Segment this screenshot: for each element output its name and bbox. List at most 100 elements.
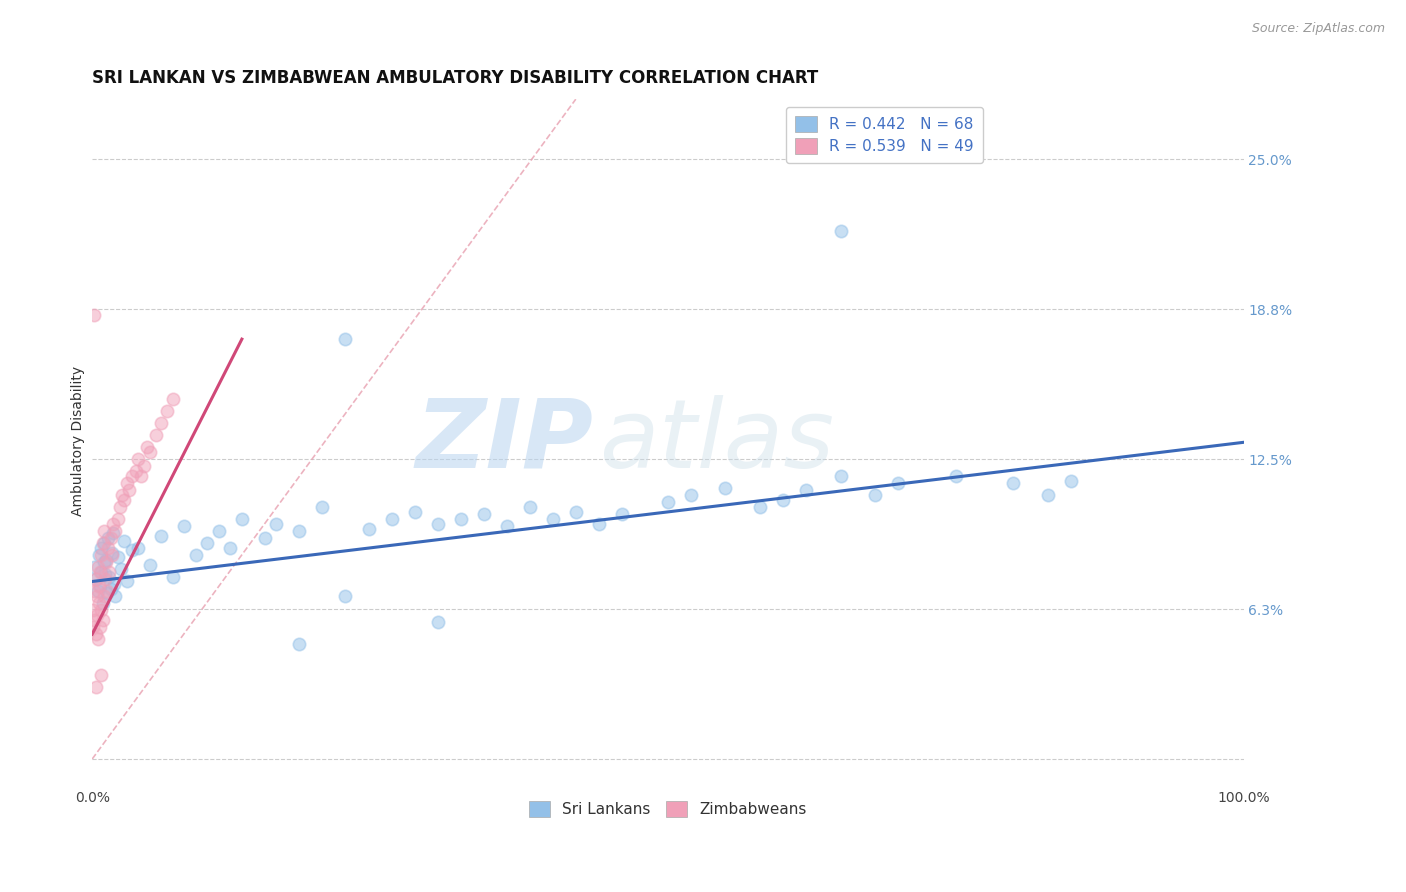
Text: ZIP: ZIP <box>415 394 593 488</box>
Point <box>1060 474 1083 488</box>
Point <box>195 536 218 550</box>
Point <box>565 505 588 519</box>
Point <box>139 445 162 459</box>
Point <box>87 596 110 610</box>
Point <box>830 224 852 238</box>
Point <box>100 546 122 560</box>
Point <box>94 567 117 582</box>
Point <box>127 541 149 555</box>
Point <box>450 512 472 526</box>
Point <box>100 531 122 545</box>
Point <box>90 668 112 682</box>
Point <box>84 627 107 641</box>
Point <box>84 572 107 586</box>
Point <box>118 483 141 498</box>
Point <box>288 524 311 538</box>
Point <box>104 589 127 603</box>
Point <box>794 483 817 498</box>
Point <box>93 555 115 569</box>
Point <box>380 512 402 526</box>
Text: atlas: atlas <box>599 394 834 488</box>
Point <box>107 550 129 565</box>
Point <box>610 508 633 522</box>
Point <box>83 308 105 322</box>
Point <box>87 579 110 593</box>
Point <box>100 582 122 596</box>
Point <box>91 596 114 610</box>
Point <box>108 500 131 514</box>
Point <box>86 589 108 603</box>
Point <box>162 570 184 584</box>
Point <box>121 543 143 558</box>
Point <box>162 392 184 406</box>
Point <box>404 505 426 519</box>
Point <box>115 476 138 491</box>
Point <box>82 620 104 634</box>
Point <box>115 574 138 589</box>
Point <box>96 584 118 599</box>
Point <box>231 512 253 526</box>
Text: Source: ZipAtlas.com: Source: ZipAtlas.com <box>1251 22 1385 36</box>
Point <box>541 512 564 526</box>
Point <box>98 570 121 584</box>
Point <box>219 541 242 555</box>
Point <box>89 620 111 634</box>
Point <box>495 519 517 533</box>
Point <box>125 464 148 478</box>
Point <box>266 516 288 531</box>
Point <box>87 632 110 646</box>
Point <box>87 560 110 574</box>
Point <box>121 469 143 483</box>
Point <box>657 495 679 509</box>
Point <box>83 560 105 574</box>
Point <box>110 562 132 576</box>
Point <box>90 603 112 617</box>
Point <box>89 579 111 593</box>
Point <box>127 452 149 467</box>
Point <box>136 440 159 454</box>
Point <box>1002 476 1025 491</box>
Point <box>519 500 541 514</box>
Point <box>101 516 124 531</box>
Point <box>91 536 114 550</box>
Point <box>86 608 108 623</box>
Point <box>111 488 134 502</box>
Point <box>103 577 125 591</box>
Point <box>98 565 121 579</box>
Point <box>150 416 173 430</box>
Point <box>91 613 114 627</box>
Point <box>253 531 276 545</box>
Point <box>94 572 117 586</box>
Point <box>184 548 207 562</box>
Point <box>83 584 105 599</box>
Point <box>112 492 135 507</box>
Point <box>772 492 794 507</box>
Point <box>945 469 967 483</box>
Point <box>426 615 449 630</box>
Point <box>84 680 107 694</box>
Point <box>93 536 115 550</box>
Text: SRI LANKAN VS ZIMBABWEAN AMBULATORY DISABILITY CORRELATION CHART: SRI LANKAN VS ZIMBABWEAN AMBULATORY DISA… <box>93 69 818 87</box>
Point <box>426 516 449 531</box>
Point <box>311 500 333 514</box>
Point <box>84 572 107 586</box>
Point <box>90 548 112 562</box>
Legend: Sri Lankans, Zimbabweans: Sri Lankans, Zimbabweans <box>523 795 813 823</box>
Point <box>90 541 112 555</box>
Point <box>112 533 135 548</box>
Point <box>139 558 162 572</box>
Point <box>82 603 104 617</box>
Point <box>749 500 772 514</box>
Point <box>83 613 105 627</box>
Point <box>335 332 357 346</box>
Point <box>150 529 173 543</box>
Point <box>714 481 737 495</box>
Point <box>87 548 110 562</box>
Point <box>97 531 120 545</box>
Point <box>93 524 115 538</box>
Point <box>156 404 179 418</box>
Point <box>97 541 120 555</box>
Point <box>89 565 111 579</box>
Point <box>472 508 495 522</box>
Point <box>335 589 357 603</box>
